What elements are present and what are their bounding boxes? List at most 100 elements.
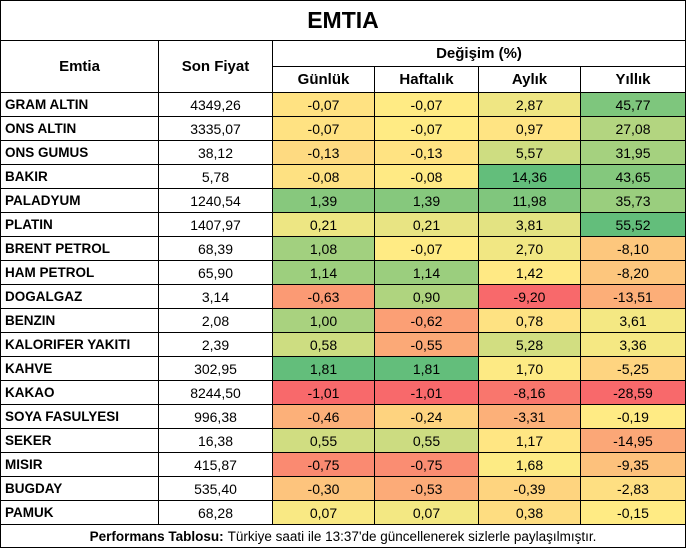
row-weekly-change: -1,01 bbox=[375, 381, 479, 405]
row-commodity-name: BUGDAY bbox=[1, 477, 159, 501]
row-monthly-change: 2,87 bbox=[479, 93, 581, 117]
row-monthly-change: 0,78 bbox=[479, 309, 581, 333]
row-last-price: 415,87 bbox=[159, 453, 273, 477]
row-yearly-change: 27,08 bbox=[581, 117, 686, 141]
row-daily-change: -0,13 bbox=[273, 141, 375, 165]
row-commodity-name: BENZIN bbox=[1, 309, 159, 333]
row-weekly-change: -0,55 bbox=[375, 333, 479, 357]
header-change-group: Değişim (%) bbox=[273, 41, 686, 67]
row-daily-change: -0,30 bbox=[273, 477, 375, 501]
row-commodity-name: SOYA FASULYESI bbox=[1, 405, 159, 429]
row-last-price: 4349,26 bbox=[159, 93, 273, 117]
row-weekly-change: 1,14 bbox=[375, 261, 479, 285]
row-yearly-change: 55,52 bbox=[581, 213, 686, 237]
row-weekly-change: -0,07 bbox=[375, 117, 479, 141]
row-commodity-name: HAM PETROL bbox=[1, 261, 159, 285]
row-weekly-change: 0,07 bbox=[375, 501, 479, 525]
table-title: EMTIA bbox=[1, 1, 686, 41]
row-monthly-change: 1,70 bbox=[479, 357, 581, 381]
row-yearly-change: 35,73 bbox=[581, 189, 686, 213]
row-weekly-change: -0,53 bbox=[375, 477, 479, 501]
row-yearly-change: 31,95 bbox=[581, 141, 686, 165]
row-commodity-name: BRENT PETROL bbox=[1, 237, 159, 261]
row-yearly-change: -8,20 bbox=[581, 261, 686, 285]
header-yearly: Yıllık bbox=[581, 67, 686, 93]
row-daily-change: -0,63 bbox=[273, 285, 375, 309]
row-commodity-name: ONS ALTIN bbox=[1, 117, 159, 141]
row-last-price: 16,38 bbox=[159, 429, 273, 453]
row-last-price: 1407,97 bbox=[159, 213, 273, 237]
row-last-price: 3335,07 bbox=[159, 117, 273, 141]
row-daily-change: 1,81 bbox=[273, 357, 375, 381]
row-yearly-change: -13,51 bbox=[581, 285, 686, 309]
row-last-price: 65,90 bbox=[159, 261, 273, 285]
row-daily-change: -0,07 bbox=[273, 93, 375, 117]
row-monthly-change: 1,68 bbox=[479, 453, 581, 477]
row-monthly-change: -3,31 bbox=[479, 405, 581, 429]
header-commodity: Emtia bbox=[1, 41, 159, 93]
row-last-price: 1240,54 bbox=[159, 189, 273, 213]
row-daily-change: 1,39 bbox=[273, 189, 375, 213]
row-commodity-name: GRAM ALTIN bbox=[1, 93, 159, 117]
row-yearly-change: -28,59 bbox=[581, 381, 686, 405]
row-yearly-change: -2,83 bbox=[581, 477, 686, 501]
row-weekly-change: 1,81 bbox=[375, 357, 479, 381]
row-monthly-change: 5,28 bbox=[479, 333, 581, 357]
row-monthly-change: 2,70 bbox=[479, 237, 581, 261]
row-last-price: 5,78 bbox=[159, 165, 273, 189]
row-daily-change: -1,01 bbox=[273, 381, 375, 405]
row-monthly-change: 1,42 bbox=[479, 261, 581, 285]
row-monthly-change: -0,39 bbox=[479, 477, 581, 501]
row-commodity-name: MISIR bbox=[1, 453, 159, 477]
row-daily-change: 0,55 bbox=[273, 429, 375, 453]
row-yearly-change: 3,61 bbox=[581, 309, 686, 333]
row-monthly-change: -8,16 bbox=[479, 381, 581, 405]
row-weekly-change: 0,55 bbox=[375, 429, 479, 453]
row-commodity-name: KALORIFER YAKITI bbox=[1, 333, 159, 357]
row-weekly-change: -0,08 bbox=[375, 165, 479, 189]
row-daily-change: 1,14 bbox=[273, 261, 375, 285]
row-monthly-change: 14,36 bbox=[479, 165, 581, 189]
row-commodity-name: PAMUK bbox=[1, 501, 159, 525]
row-weekly-change: -0,75 bbox=[375, 453, 479, 477]
row-monthly-change: 1,17 bbox=[479, 429, 581, 453]
row-monthly-change: 11,98 bbox=[479, 189, 581, 213]
row-monthly-change: 0,38 bbox=[479, 501, 581, 525]
row-yearly-change: -8,10 bbox=[581, 237, 686, 261]
row-commodity-name: BAKIR bbox=[1, 165, 159, 189]
row-daily-change: -0,46 bbox=[273, 405, 375, 429]
footer-label: Performans Tablosu: bbox=[89, 528, 224, 544]
row-commodity-name: PLATIN bbox=[1, 213, 159, 237]
row-daily-change: 1,00 bbox=[273, 309, 375, 333]
row-yearly-change: 3,36 bbox=[581, 333, 686, 357]
row-yearly-change: -5,25 bbox=[581, 357, 686, 381]
row-weekly-change: -0,07 bbox=[375, 237, 479, 261]
header-daily: Günlük bbox=[273, 67, 375, 93]
row-daily-change: 1,08 bbox=[273, 237, 375, 261]
row-last-price: 2,08 bbox=[159, 309, 273, 333]
row-daily-change: -0,07 bbox=[273, 117, 375, 141]
row-daily-change: 0,07 bbox=[273, 501, 375, 525]
row-commodity-name: PALADYUM bbox=[1, 189, 159, 213]
row-daily-change: -0,75 bbox=[273, 453, 375, 477]
row-daily-change: 0,58 bbox=[273, 333, 375, 357]
row-weekly-change: 1,39 bbox=[375, 189, 479, 213]
row-yearly-change: -0,19 bbox=[581, 405, 686, 429]
row-yearly-change: -9,35 bbox=[581, 453, 686, 477]
row-last-price: 996,38 bbox=[159, 405, 273, 429]
row-yearly-change: -14,95 bbox=[581, 429, 686, 453]
row-daily-change: 0,21 bbox=[273, 213, 375, 237]
row-last-price: 38,12 bbox=[159, 141, 273, 165]
row-commodity-name: ONS GUMUS bbox=[1, 141, 159, 165]
row-monthly-change: 5,57 bbox=[479, 141, 581, 165]
row-last-price: 8244,50 bbox=[159, 381, 273, 405]
table-footer: Performans Tablosu: Türkiye saati ile 13… bbox=[1, 525, 686, 548]
row-daily-change: -0,08 bbox=[273, 165, 375, 189]
row-commodity-name: KAHVE bbox=[1, 357, 159, 381]
row-last-price: 302,95 bbox=[159, 357, 273, 381]
footer-text: Türkiye saati ile 13:37'de güncellenerek… bbox=[227, 528, 597, 544]
row-yearly-change: 45,77 bbox=[581, 93, 686, 117]
row-weekly-change: 0,90 bbox=[375, 285, 479, 309]
row-weekly-change: -0,24 bbox=[375, 405, 479, 429]
header-weekly: Haftalık bbox=[375, 67, 479, 93]
